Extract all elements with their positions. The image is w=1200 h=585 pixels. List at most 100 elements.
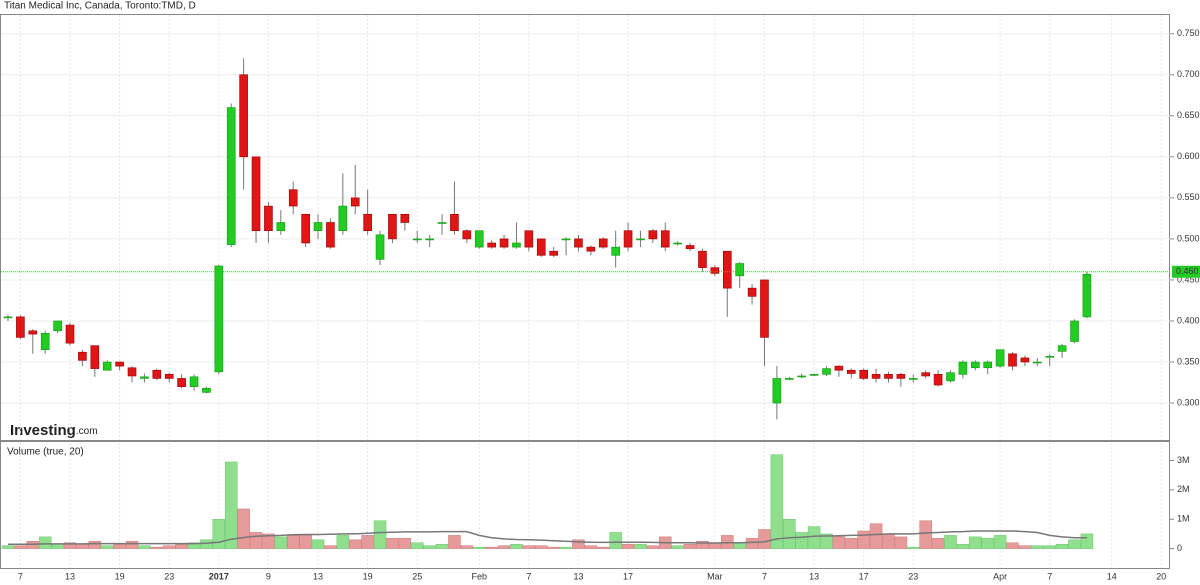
candle-body: [636, 238, 645, 241]
x-tick-label: 20: [1156, 571, 1166, 581]
volume-bar: [113, 543, 126, 549]
candle-body: [499, 238, 509, 248]
x-tick-label: 7: [18, 571, 23, 581]
y-tick-label: 0.600: [1177, 151, 1200, 161]
volume-bar: [200, 539, 213, 549]
volume-bar: [919, 520, 932, 549]
volume-bar: [324, 545, 337, 549]
volume-bar: [262, 533, 275, 549]
volume-bar: [187, 542, 201, 549]
x-tick-label: 7: [1047, 571, 1052, 581]
candle-body: [40, 332, 50, 351]
candle-body: [375, 234, 385, 260]
candle-body: [65, 324, 75, 344]
candle-body: [983, 361, 993, 369]
candle-body: [772, 378, 782, 404]
candle-body: [239, 74, 248, 158]
volume-bar: [1055, 543, 1069, 549]
volume-bar: [907, 546, 920, 549]
volume-bar: [597, 546, 610, 549]
volume-bar: [770, 454, 784, 549]
volume-bar: [845, 538, 858, 549]
y-tick-label: 0.700: [1177, 69, 1200, 79]
candle-body: [264, 205, 273, 231]
candle-body: [140, 376, 149, 379]
y-tick-label: 0.750: [1177, 28, 1200, 38]
volume-bar: [944, 535, 957, 549]
x-tick-label: 13: [65, 571, 75, 581]
x-tick-label: 25: [412, 571, 422, 581]
volume-bar: [472, 546, 486, 549]
candle-body: [809, 374, 819, 376]
candle-body: [970, 361, 980, 369]
volume-bar: [336, 535, 350, 549]
volume-bar: [535, 545, 548, 549]
logo-suffix: .com: [76, 426, 98, 437]
volume-bar: [1043, 545, 1056, 549]
candle-body: [586, 246, 596, 252]
volume-bar: [981, 538, 994, 549]
candle-body: [536, 238, 546, 256]
candle-body: [921, 372, 930, 377]
candle-body: [710, 267, 720, 274]
candle-body: [177, 378, 186, 387]
volume-ma: [8, 530, 1087, 545]
candle-body: [747, 287, 757, 297]
y-tick-label: 0.650: [1177, 110, 1200, 120]
x-tick-label: 13: [313, 571, 323, 581]
y-tick-label: 0.300: [1177, 397, 1200, 407]
candle-body: [450, 213, 459, 231]
volume-bar: [783, 518, 796, 549]
candle-body: [784, 378, 794, 380]
volume-bar: [299, 535, 312, 549]
x-tick-label: 7: [526, 571, 531, 581]
candle-body: [90, 345, 100, 369]
volume-bar: [224, 461, 238, 549]
candle-body: [251, 156, 261, 231]
candle-body: [164, 374, 174, 379]
candle-body: [561, 238, 571, 241]
volume-bar: [745, 538, 759, 549]
volume-bar: [1031, 545, 1044, 549]
volume-bar: [1006, 542, 1019, 549]
volume-bar: [683, 543, 697, 549]
candle-body: [908, 378, 918, 380]
candle-body: [1008, 353, 1017, 367]
candle-body: [276, 222, 286, 231]
volume-bar: [931, 538, 945, 549]
candle-body: [1020, 357, 1030, 363]
volume-bar: [286, 535, 300, 549]
candle-body: [598, 238, 608, 248]
candle-body: [871, 374, 881, 379]
volume-bar: [51, 543, 64, 549]
y-tick-label: 0.400: [1177, 315, 1200, 325]
volume-bar: [1080, 533, 1094, 549]
x-tick-label: 17: [623, 571, 633, 581]
candle-body: [1033, 361, 1042, 364]
volume-bar: [212, 518, 226, 549]
x-tick-label: 13: [573, 571, 583, 581]
candle-body: [946, 372, 955, 382]
candle-body: [1057, 345, 1067, 352]
candle-body: [1082, 273, 1092, 318]
volume-bar: [559, 546, 573, 549]
volume-bar: [448, 535, 461, 549]
volume-bar: [795, 532, 808, 549]
volume-bar: [547, 546, 560, 549]
volume-bar: [311, 539, 325, 549]
x-tick-label: 23: [908, 571, 918, 581]
volume-bar: [993, 535, 1007, 549]
chart-title: Titan Medical Inc, Canada, Toronto:TMD, …: [4, 1, 196, 12]
volume-bar: [249, 532, 263, 549]
candle-body: [202, 387, 211, 393]
candle-body: [462, 230, 472, 240]
last-price-label: 0.460: [1176, 266, 1199, 276]
candle-body: [474, 230, 484, 248]
volume-bar: [435, 543, 449, 549]
candle-body: [78, 351, 87, 361]
candle-body: [648, 230, 658, 240]
candle-body: [660, 230, 670, 248]
y-tick-label: 0.500: [1177, 233, 1200, 243]
volume-bar: [423, 545, 436, 549]
